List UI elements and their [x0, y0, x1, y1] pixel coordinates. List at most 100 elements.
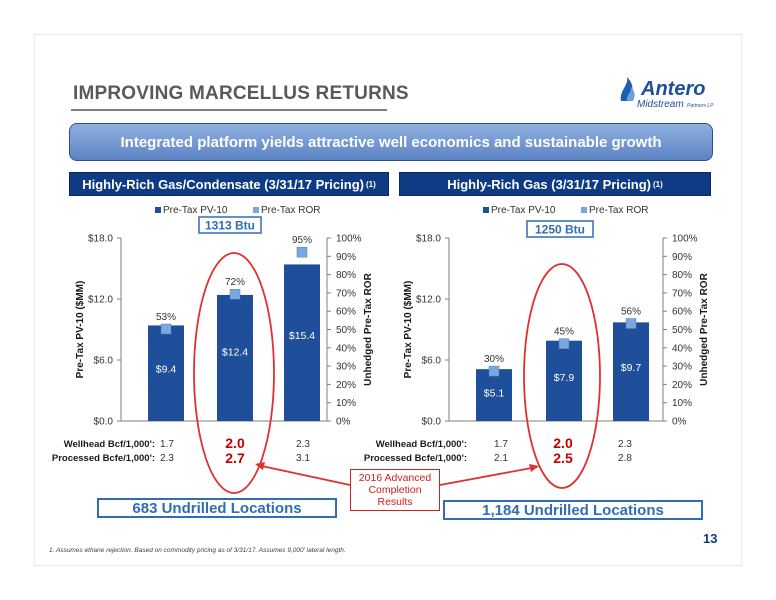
processed-right-1: 2.1: [494, 453, 508, 464]
panel-header-left-note: (1): [365, 179, 376, 189]
ror-value-label: 56%: [621, 307, 641, 318]
title-underline: [71, 109, 387, 111]
logo-brand: Antero: [640, 78, 705, 100]
legend-label-ror: Pre-Tax ROR: [589, 205, 648, 216]
left-tick-label: $12.0: [416, 295, 441, 306]
callout-arrow-right: [439, 466, 538, 486]
bar-value-label: $7.9: [554, 372, 575, 384]
legend-swatch-pv10: [483, 207, 489, 213]
footnote: 1. Assumes ethane rejection. Based on co…: [49, 547, 346, 554]
processed-left-1: 2.3: [160, 453, 174, 464]
right-tick-label: 100%: [672, 234, 698, 245]
ror-marker: [229, 288, 241, 300]
legend-label-pv10: Pre-Tax PV-10: [163, 205, 228, 216]
ror-value-label: 45%: [554, 327, 574, 338]
right-axis-title: Unhedged Pre-Tax ROR: [363, 272, 374, 385]
left-tick-label: $0.0: [94, 417, 114, 428]
right-tick-label: 10%: [336, 398, 356, 409]
ror-value-label: 95%: [292, 235, 312, 246]
logo-sub: Midstream: [637, 99, 684, 110]
row-label-wellhead-left: Wellhead Bcf/1,000':: [63, 439, 155, 450]
callout-arrow-left: [256, 464, 351, 486]
ror-marker: [296, 246, 308, 258]
wellhead-left-2: 2.0: [225, 435, 245, 451]
highlight-ellipse-right: [523, 263, 601, 489]
locations-right: 1,184 Undrilled Locations: [443, 500, 703, 520]
processed-left-3: 3.1: [296, 453, 310, 464]
right-tick-label: 40%: [672, 343, 692, 354]
page-number: 13: [703, 531, 718, 546]
left-tick-label: $6.0: [422, 356, 442, 367]
chart-left: $0.0 $6.0 $12.0 $18.0 0% 10% 20% 30% 40% 50% 60% 70…: [75, 205, 374, 428]
ror-marker: [160, 323, 172, 335]
right-tick-label: 60%: [336, 307, 356, 318]
callout-arrowhead-left: [255, 462, 265, 470]
btu-box-right: [526, 220, 594, 238]
left-tick-label: $18.0: [416, 234, 441, 245]
bar-value-label: $9.7: [621, 362, 642, 374]
ror-value-label: 53%: [156, 312, 176, 323]
bar-value-label: $5.1: [484, 387, 505, 399]
row-label-processed-left: Processed Bcfe/1,000':: [51, 453, 155, 464]
right-tick-label: 90%: [672, 252, 692, 263]
bar-pv10: [613, 322, 649, 421]
right-tick-label: 10%: [672, 398, 692, 409]
btu-label-right: 1250 Btu: [535, 223, 585, 237]
left-tick-label: $18.0: [88, 234, 113, 245]
btu-box-left: [198, 216, 262, 234]
wellhead-left-3: 2.3: [296, 439, 310, 450]
right-tick-label: 90%: [336, 252, 356, 263]
right-tick-label: 0%: [336, 417, 351, 428]
panel-header-right-note: (1): [652, 179, 663, 189]
right-tick-label: 60%: [672, 307, 692, 318]
left-tick-label: $0.0: [422, 417, 442, 428]
legend-swatch-ror: [253, 207, 259, 213]
bar-pv10: [546, 340, 582, 421]
right-tick-label: 20%: [336, 380, 356, 391]
highlight-ellipse-left: [193, 252, 275, 494]
row-label-processed-right: Processed Bcfe/1,000':: [363, 453, 467, 464]
bar-pv10: [476, 369, 512, 421]
callout-arrowhead-right: [529, 464, 539, 472]
ror-marker: [625, 318, 637, 329]
panel-header-right-text: Highly-Rich Gas (3/31/17 Pricing): [447, 176, 651, 192]
panel-header-right: Highly-Rich Gas (3/31/17 Pricing) (1): [399, 172, 711, 196]
right-tick-label: 0%: [672, 417, 687, 428]
wellhead-right-1: 1.7: [494, 439, 508, 450]
legend-label-pv10: Pre-Tax PV-10: [491, 205, 556, 216]
bar-pv10: [217, 294, 253, 421]
callout-box: 2016 Advanced Completion Results: [350, 469, 440, 511]
banner: Integrated platform yields attractive we…: [69, 123, 713, 161]
wellhead-right-2: 2.0: [553, 435, 573, 451]
right-tick-label: 40%: [336, 343, 356, 354]
slide: IMPROVING MARCELLUS RETURNS Antero Midst…: [34, 34, 742, 566]
btu-label-left: 1313 Btu: [205, 219, 255, 233]
right-tick-label: 80%: [672, 270, 692, 281]
chart-right: $0.0 $6.0 $12.0 $18.0 0% 10% 20% 30% 40% 50% 60% 70…: [403, 205, 710, 428]
legend-swatch-pv10: [155, 207, 161, 213]
bar-value-label: $9.4: [156, 363, 177, 375]
logo-suffix: Partners LP: [687, 103, 714, 109]
right-tick-label: 50%: [672, 325, 692, 336]
processed-right-2: 2.5: [553, 450, 573, 466]
right-tick-label: 20%: [672, 380, 692, 391]
panel-header-left: Highly-Rich Gas/Condensate (3/31/17 Pric…: [69, 172, 389, 196]
processed-left-2: 2.7: [225, 450, 245, 466]
right-tick-label: 30%: [672, 362, 692, 373]
bar-pv10: [148, 325, 184, 421]
wellhead-right-3: 2.3: [618, 439, 632, 450]
right-tick-label: 80%: [336, 270, 356, 281]
wellhead-left-1: 1.7: [160, 439, 174, 450]
charts-canvas: $0.0 $6.0 $12.0 $18.0 0% 10% 20% 30% 40% 50% 60% 70…: [75, 205, 710, 494]
ror-marker: [558, 338, 570, 349]
right-axis-title: Unhedged Pre-Tax ROR: [699, 272, 710, 385]
left-axis-title: Pre-Tax PV-10 ($MM): [75, 281, 86, 379]
right-tick-label: 100%: [336, 234, 362, 245]
ror-value-label: 30%: [484, 354, 504, 365]
annotations: 1313 Btu 1250 Btu: [193, 216, 601, 494]
locations-left: 683 Undrilled Locations: [97, 498, 337, 518]
legend-label-ror: Pre-Tax ROR: [261, 205, 320, 216]
right-tick-label: 70%: [672, 288, 692, 299]
legend-swatch-ror: [581, 207, 587, 213]
left-tick-label: $6.0: [94, 356, 114, 367]
